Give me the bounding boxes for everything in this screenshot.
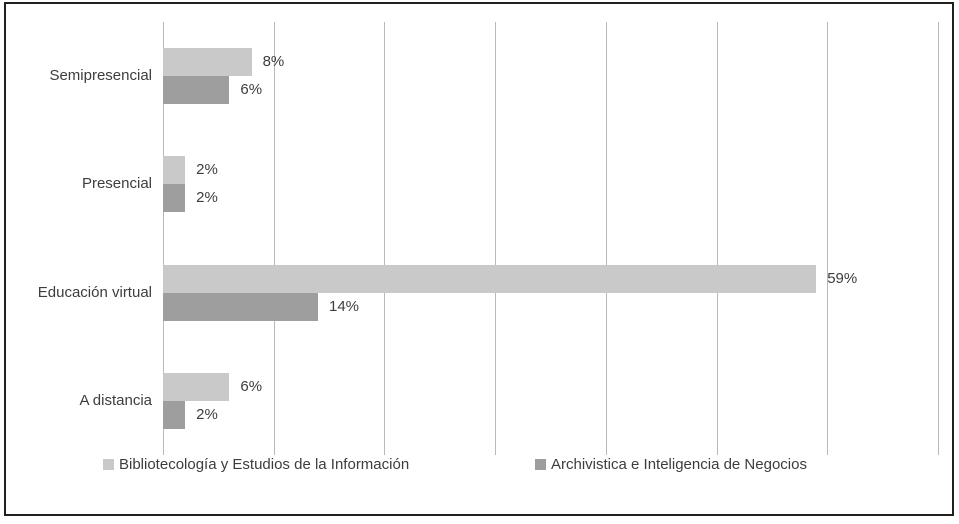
category-label: Presencial — [81, 175, 152, 193]
bar — [163, 48, 252, 77]
bar — [163, 264, 817, 293]
bar — [163, 372, 230, 401]
value-label: 14% — [329, 297, 360, 315]
category-label: Semipresencial — [49, 67, 152, 85]
gridline — [938, 22, 939, 455]
value-label: 59% — [827, 269, 858, 287]
value-label: 2% — [196, 405, 218, 423]
category-label: A distancia — [79, 391, 152, 409]
legend-label: Bibliotecología y Estudios de la Informa… — [119, 455, 410, 473]
gridline — [273, 22, 275, 455]
category-axis-line — [163, 22, 164, 455]
gridline — [605, 22, 607, 455]
bar — [163, 184, 186, 213]
gridline — [495, 22, 497, 455]
gridline — [827, 22, 829, 455]
value-label: 6% — [240, 81, 263, 99]
bar — [163, 400, 186, 429]
gridline — [716, 22, 718, 455]
legend-item: Archivistica e Inteligencia de Negocios — [535, 455, 807, 473]
legend-swatch — [103, 458, 114, 470]
value-label: 6% — [240, 377, 263, 395]
bar — [163, 156, 186, 185]
bar — [163, 292, 318, 321]
legend-label: Archivistica e Inteligencia de Negocios — [551, 455, 807, 473]
category-label: Educación virtual — [37, 283, 152, 301]
value-label: 2% — [196, 161, 218, 179]
legend-item: Bibliotecología y Estudios de la Informa… — [103, 455, 409, 473]
bar — [163, 76, 230, 105]
chart-border — [4, 2, 954, 516]
value-label: 8% — [262, 53, 285, 71]
gridline — [384, 22, 386, 455]
value-label: 2% — [196, 189, 218, 207]
legend-swatch — [535, 458, 546, 470]
